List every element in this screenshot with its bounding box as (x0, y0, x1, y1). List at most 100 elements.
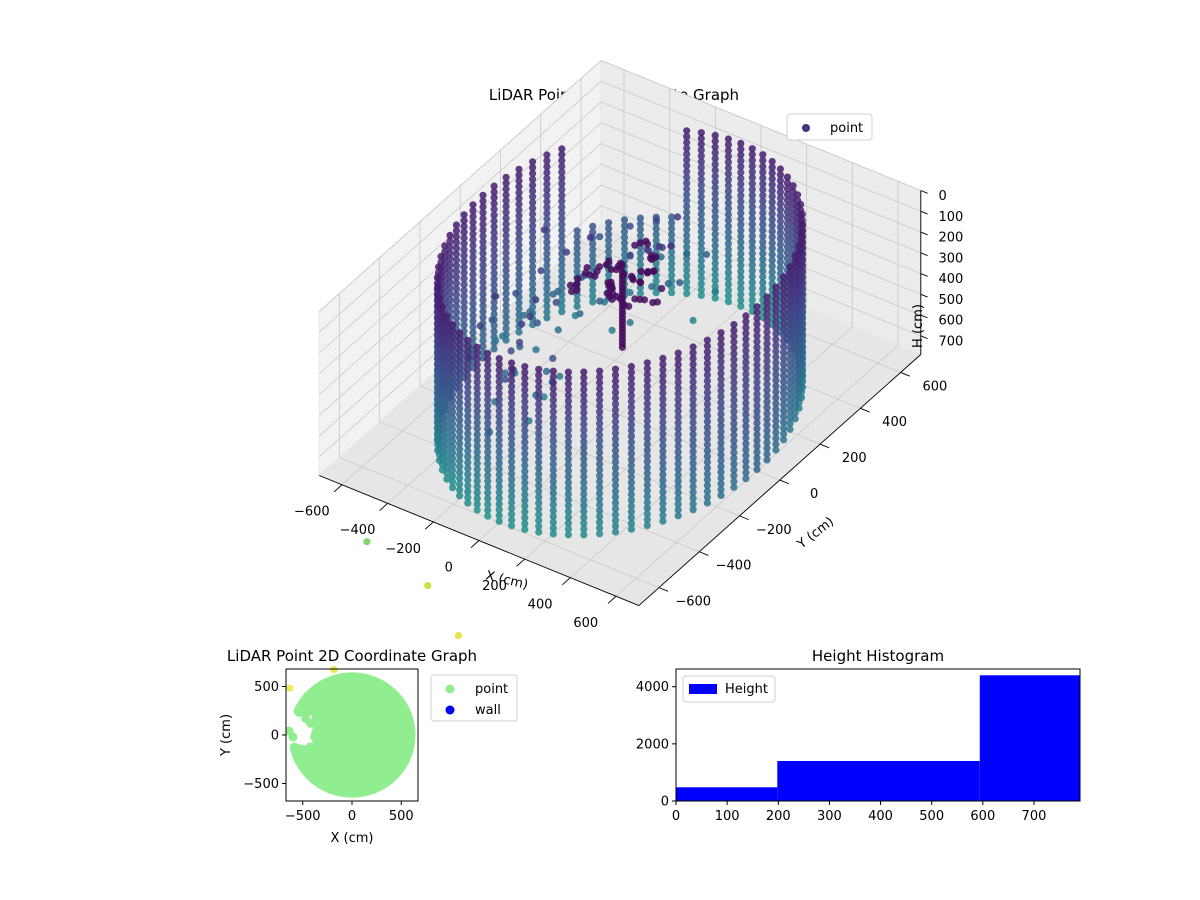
point-3d (495, 511, 503, 520)
point-3d (490, 287, 498, 295)
point-3d (508, 423, 516, 431)
point-3d (464, 488, 472, 496)
point-3d (643, 417, 651, 425)
point-3d (730, 379, 738, 387)
point-3d (484, 407, 492, 415)
point-3d (742, 405, 750, 413)
point-3d (737, 203, 745, 211)
point-3d (674, 372, 682, 380)
point-3d (724, 286, 733, 294)
point-3d (786, 297, 794, 306)
point-3d (532, 346, 540, 354)
point-3d (759, 267, 767, 275)
point-3d (759, 151, 767, 159)
point-3d (652, 216, 661, 224)
point-3d (742, 475, 750, 483)
point-3d (759, 232, 767, 240)
point-3d (502, 179, 510, 187)
point-3d (611, 429, 620, 437)
point-3d (515, 165, 523, 173)
ztick-3d (920, 273, 928, 277)
point-3d (535, 441, 543, 449)
point-3d (737, 256, 745, 264)
point-3d (724, 181, 733, 190)
point-3d (502, 249, 510, 257)
point-3d (529, 187, 537, 195)
point-3d (797, 231, 806, 239)
point-3d (495, 517, 503, 525)
point-3d (772, 394, 780, 402)
point-3d (460, 315, 468, 323)
point-3d (495, 500, 503, 508)
point-3d (659, 500, 667, 508)
point-3d (717, 433, 725, 441)
point-3d (780, 389, 788, 397)
point-3d (521, 525, 529, 534)
point-3d (724, 280, 733, 288)
point-3d (611, 470, 620, 478)
point-3d (549, 408, 557, 416)
point-3d (689, 500, 697, 508)
point-3d (558, 308, 566, 316)
point-3d (737, 290, 745, 299)
point-3d (508, 504, 516, 512)
grid-line-3d (318, 101, 602, 354)
point-3d (502, 319, 510, 327)
point-3d (780, 430, 788, 438)
point-3d (456, 492, 464, 500)
point-3d (535, 377, 543, 385)
ztick-3d (920, 252, 928, 256)
point-3d (730, 466, 738, 474)
point-3d (794, 191, 802, 199)
point-3d (596, 477, 604, 486)
point-3d (772, 341, 780, 349)
point-3d (763, 444, 771, 452)
point-3d (502, 261, 510, 269)
point-3d (683, 226, 691, 234)
point-3d (492, 337, 500, 345)
point-3d (573, 238, 581, 246)
point-3d (460, 310, 468, 318)
point-3d (737, 302, 745, 310)
point-3d (532, 296, 540, 304)
ytick-label-histogram: 2000 (636, 737, 669, 752)
point-3d (469, 253, 477, 261)
point-3d (627, 409, 636, 417)
point-3d (627, 502, 636, 510)
point-3d (609, 290, 617, 298)
point-3d (753, 454, 761, 462)
point-3d (783, 196, 792, 204)
point-3d (515, 252, 523, 261)
point-3d (469, 276, 477, 284)
point-3d (508, 405, 516, 414)
point-3d (689, 316, 697, 324)
point-3d (580, 438, 588, 446)
point-3d (643, 510, 651, 518)
point-3d (596, 297, 604, 305)
point-3d (611, 371, 620, 379)
point-3d (484, 349, 492, 357)
point-3d (659, 447, 667, 455)
point-3d (558, 157, 566, 165)
point-3d (772, 365, 780, 373)
point-3d (659, 471, 667, 479)
point-3d (627, 403, 636, 411)
point-3d (568, 287, 576, 296)
point-3d (464, 336, 472, 345)
point-3d (580, 432, 588, 440)
point-3d (490, 263, 498, 272)
point-3d (464, 400, 472, 408)
point-3d (549, 443, 557, 451)
point-3d (443, 399, 451, 408)
point-3d (449, 437, 457, 445)
point-3d (730, 332, 738, 340)
point-3d (627, 432, 636, 440)
point-3d (449, 391, 457, 399)
point-3d (564, 473, 573, 481)
grid-line-3d (601, 60, 921, 191)
point-3d (469, 265, 477, 273)
point-2d (306, 718, 316, 728)
point-3d (683, 266, 691, 274)
point-3d (742, 457, 750, 465)
